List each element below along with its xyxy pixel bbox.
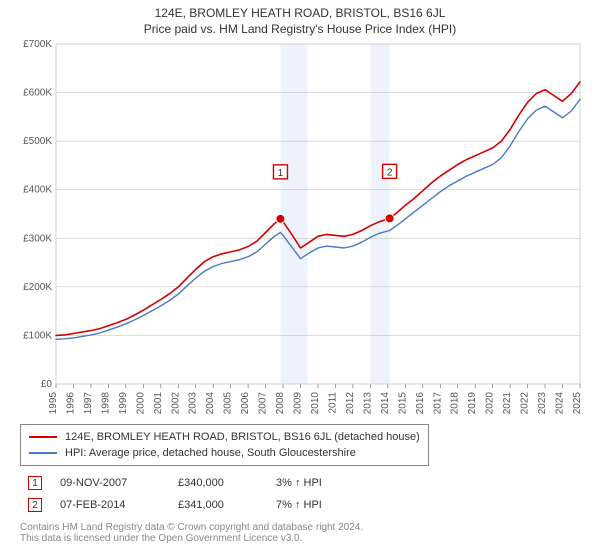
x-tick-label: 2021 [502, 392, 513, 415]
x-tick-label: 2023 [537, 392, 548, 415]
event-badge-num: 2 [387, 167, 393, 178]
series-line-subject [56, 82, 580, 336]
y-tick-label: £100K [23, 330, 52, 341]
legend-series-box: 124E, BROMLEY HEATH ROAD, BRISTOL, BS16 … [20, 424, 429, 466]
x-tick-label: 2000 [135, 392, 146, 415]
x-tick-label: 2019 [467, 392, 478, 415]
x-tick-label: 2025 [572, 392, 583, 415]
event-delta: 7% ↑ HPI [276, 499, 322, 511]
shaded-band [370, 44, 389, 384]
x-tick-label: 2004 [205, 392, 216, 415]
y-tick-label: £200K [23, 282, 52, 293]
legend-row: HPI: Average price, detached house, Sout… [29, 445, 420, 461]
event-delta: 3% ↑ HPI [276, 477, 322, 489]
x-tick-label: 2009 [293, 392, 304, 415]
price-chart: £0 £100K £200K £300K £400K £500K £600K £700K 199… [10, 38, 590, 418]
legend-swatch [29, 452, 57, 454]
series-line-hpi [56, 99, 580, 339]
legend-swatch [29, 436, 57, 438]
event-badge-num: 1 [278, 168, 284, 179]
x-tick-label: 2012 [345, 392, 356, 415]
y-tick-label: £0 [41, 379, 53, 390]
x-tick-label: 1997 [83, 392, 94, 415]
chart-svg: £0 £100K £200K £300K £400K £500K £600K £700K 199… [10, 38, 590, 418]
y-tick-label: £700K [23, 39, 52, 50]
x-tick-label: 2018 [450, 392, 461, 415]
x-tick-label: 1995 [48, 392, 59, 415]
x-tick-label: 2010 [310, 392, 321, 415]
footnote-line-1: Contains HM Land Registry data © Crown c… [20, 522, 580, 533]
title-block: 124E, BROMLEY HEATH ROAD, BRISTOL, BS16 … [0, 0, 600, 38]
x-tick-label: 2002 [170, 392, 181, 415]
event-row-badge: 2 [28, 498, 42, 512]
y-tick-label: £500K [23, 136, 52, 147]
x-tick-label: 2007 [258, 392, 269, 415]
x-tick-label: 2017 [432, 392, 443, 415]
footnote-line-2: This data is licensed under the Open Gov… [20, 533, 580, 544]
legend-label: 124E, BROMLEY HEATH ROAD, BRISTOL, BS16 … [65, 431, 420, 443]
legend-label: HPI: Average price, detached house, Sout… [65, 447, 356, 459]
event-date: 09-NOV-2007 [60, 477, 160, 489]
shaded-band [280, 44, 307, 384]
y-tick-label: £600K [23, 88, 52, 99]
event-price: £341,000 [178, 499, 258, 511]
legend-block: 124E, BROMLEY HEATH ROAD, BRISTOL, BS16 … [20, 424, 580, 516]
x-tick-label: 2016 [415, 392, 426, 415]
x-tick-label: 1999 [118, 392, 129, 415]
event-marker [276, 214, 285, 223]
x-tick-label: 2024 [555, 392, 566, 415]
x-tick-label: 2003 [188, 392, 199, 415]
x-tick-label: 2005 [223, 392, 234, 415]
x-tick-label: 2022 [520, 392, 531, 415]
x-tick-label: 2006 [240, 392, 251, 415]
y-tick-label: £300K [23, 233, 52, 244]
x-tick-label: 1996 [65, 392, 76, 415]
event-marker [385, 214, 394, 223]
event-date: 07-FEB-2014 [60, 499, 160, 511]
event-row: 2 07-FEB-2014 £341,000 7% ↑ HPI [20, 494, 580, 516]
x-tick-label: 1998 [100, 392, 111, 415]
x-tick-label: 2001 [153, 392, 164, 415]
x-tick-label: 2014 [380, 392, 391, 415]
x-tick-label: 2008 [275, 392, 286, 415]
x-tick-label: 2020 [485, 392, 496, 415]
page-title: 124E, BROMLEY HEATH ROAD, BRISTOL, BS16 … [10, 6, 590, 20]
event-price: £340,000 [178, 477, 258, 489]
x-tick-label: 2015 [397, 392, 408, 415]
event-rows: 1 09-NOV-2007 £340,000 3% ↑ HPI 2 07-FEB-2014… [20, 472, 580, 516]
legend-row: 124E, BROMLEY HEATH ROAD, BRISTOL, BS16 … [29, 429, 420, 445]
footnote: Contains HM Land Registry data © Crown c… [20, 522, 580, 544]
event-row: 1 09-NOV-2007 £340,000 3% ↑ HPI [20, 472, 580, 494]
plot-border [56, 44, 580, 384]
x-tick-label: 2013 [362, 392, 373, 415]
x-tick-label: 2011 [327, 392, 338, 414]
page-subtitle: Price paid vs. HM Land Registry's House … [10, 22, 590, 36]
y-tick-label: £400K [23, 185, 52, 196]
event-row-badge: 1 [28, 476, 42, 490]
